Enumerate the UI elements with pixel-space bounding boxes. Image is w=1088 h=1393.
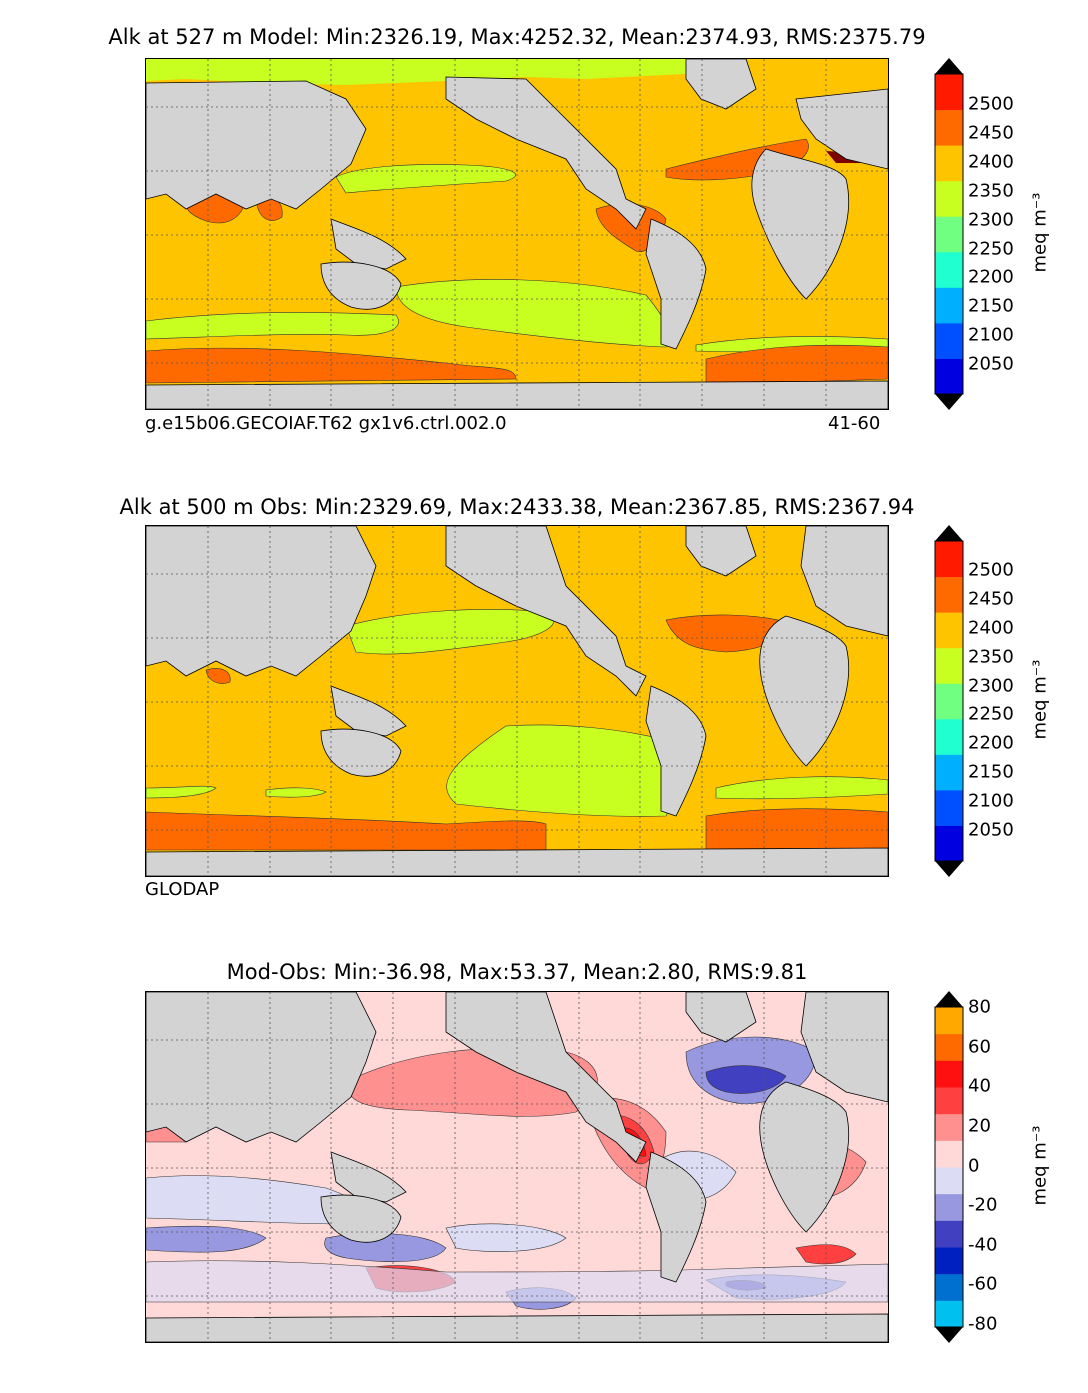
colorbar-segment xyxy=(935,612,963,649)
colorbar-svg xyxy=(934,58,964,410)
colorbar-tick: 40 xyxy=(968,1075,991,1097)
colorbar-tick: 2100 xyxy=(968,790,1014,812)
colorbar-tick: 0 xyxy=(968,1155,980,1177)
colorbar-segment xyxy=(935,287,963,324)
colorbar-tick: 2500 xyxy=(968,559,1014,581)
diff-field-svg xyxy=(146,992,888,1342)
colorbar-tick: 2350 xyxy=(968,180,1014,202)
colorbar-segment xyxy=(935,1087,963,1115)
colorbar-tick: -80 xyxy=(968,1313,998,1335)
colorbar-min-arrow xyxy=(935,861,963,877)
colorbar xyxy=(934,991,964,1343)
panel-title: Alk at 500 m Obs: Min:2329.69, Max:2433.… xyxy=(119,495,915,519)
colorbar-segment xyxy=(935,789,963,826)
colorbar-segment xyxy=(935,180,963,217)
colorbar-min-arrow xyxy=(935,394,963,410)
unit-label: meq m⁻³ xyxy=(1029,1125,1051,1206)
colorbar-segment xyxy=(935,754,963,791)
colorbar-tick: 20 xyxy=(968,1115,991,1137)
colorbar-tick: 60 xyxy=(968,1036,991,1058)
source-label: GLODAP xyxy=(145,879,220,900)
colorbar-tick: 2150 xyxy=(968,295,1014,317)
colorbar-segment xyxy=(935,1033,963,1061)
colorbar-segment xyxy=(935,1007,963,1035)
colorbar-segment xyxy=(935,1140,963,1168)
colorbar-tick: 2100 xyxy=(968,324,1014,346)
diff-panel: Mod-Obs: Min:-36.98, Max:53.37, Mean:2.8… xyxy=(0,933,1088,1393)
colorbar-tick: 2250 xyxy=(968,238,1014,260)
colorbar-tick: 2200 xyxy=(968,266,1014,288)
colorbar-segment xyxy=(935,358,963,395)
colorbar xyxy=(934,58,964,410)
colorbar-tick: 2300 xyxy=(968,209,1014,231)
colorbar-segment xyxy=(935,145,963,182)
panel-title: Mod-Obs: Min:-36.98, Max:53.37, Mean:2.8… xyxy=(226,960,808,984)
colorbar-min-arrow xyxy=(935,1327,963,1343)
colorbar-segment xyxy=(935,1060,963,1088)
colorbar-segment xyxy=(935,1113,963,1141)
colorbar-frame xyxy=(934,1006,964,1328)
colorbar-svg xyxy=(934,525,964,877)
colorbar xyxy=(934,525,964,877)
obs-field-svg xyxy=(146,526,888,876)
colorbar-tick: 2150 xyxy=(968,761,1014,783)
colorbar-segment xyxy=(935,1247,963,1275)
colorbar-svg xyxy=(934,991,964,1343)
unit-label: meq m⁻³ xyxy=(1029,659,1051,740)
colorbar-tick: 2400 xyxy=(968,151,1014,173)
colorbar-segment xyxy=(935,216,963,253)
colorbar-tick: -40 xyxy=(968,1234,998,1256)
colorbar-segment xyxy=(935,1167,963,1195)
colorbar-frame xyxy=(934,540,964,862)
colorbar-tick: 2450 xyxy=(968,122,1014,144)
colorbar-segment xyxy=(935,74,963,111)
colorbar-segment xyxy=(935,1300,963,1328)
unit-label: meq m⁻³ xyxy=(1029,192,1051,273)
colorbar-segment xyxy=(935,683,963,720)
colorbar-tick: 2450 xyxy=(968,588,1014,610)
colorbar-max-arrow xyxy=(935,991,963,1007)
colorbar-tick: 2050 xyxy=(968,353,1014,375)
colorbar-tick: -60 xyxy=(968,1273,998,1295)
colorbar-tick: 80 xyxy=(968,996,991,1018)
model-panel: Alk at 527 m Model: Min:2326.19, Max:425… xyxy=(0,0,1088,460)
colorbar-tick: 2350 xyxy=(968,646,1014,668)
obs-map xyxy=(145,525,889,877)
colorbar-tick: 2300 xyxy=(968,675,1014,697)
years-label: 41-60 xyxy=(828,413,881,434)
colorbar-tick: 2250 xyxy=(968,703,1014,725)
obs-panel: Alk at 500 m Obs: Min:2329.69, Max:2433.… xyxy=(0,467,1088,927)
panel-title: Alk at 527 m Model: Min:2326.19, Max:425… xyxy=(108,25,926,49)
colorbar-segment xyxy=(935,576,963,613)
colorbar-tick: -20 xyxy=(968,1194,998,1216)
diff-map xyxy=(145,991,889,1343)
colorbar-segment xyxy=(935,109,963,146)
colorbar-segment xyxy=(935,825,963,862)
colorbar-segment xyxy=(935,647,963,684)
colorbar-segment xyxy=(935,718,963,755)
model-field-svg xyxy=(146,59,888,409)
colorbar-segment xyxy=(935,1220,963,1248)
colorbar-tick: 2400 xyxy=(968,617,1014,639)
colorbar-frame xyxy=(934,73,964,395)
colorbar-max-arrow xyxy=(935,525,963,541)
colorbar-tick: 2200 xyxy=(968,732,1014,754)
colorbar-segment xyxy=(935,1193,963,1221)
colorbar-tick: 2500 xyxy=(968,93,1014,115)
colorbar-tick: 2050 xyxy=(968,819,1014,841)
colorbar-segment xyxy=(935,541,963,578)
run-label: g.e15b06.GECOIAF.T62 gx1v6.ctrl.002.0 xyxy=(145,413,507,434)
model-map xyxy=(145,58,889,410)
colorbar-max-arrow xyxy=(935,58,963,74)
colorbar-segment xyxy=(935,251,963,288)
colorbar-segment xyxy=(935,1273,963,1301)
colorbar-segment xyxy=(935,322,963,359)
